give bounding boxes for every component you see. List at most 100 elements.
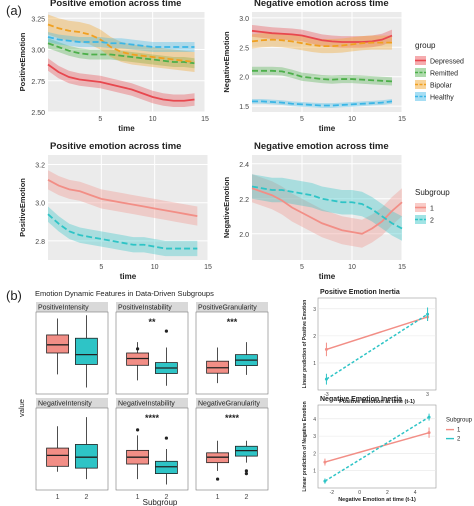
y-axis-label: NegativeEmotion [222,31,231,93]
y-tick-label: 1 [313,361,316,367]
chart-title: Negative Emotion Inertia [320,396,402,403]
facet-panel [195,311,269,395]
y-axis-label: PositiveEmotion [18,32,27,91]
x-tick-label: 10 [348,264,356,271]
box-1 [46,334,69,354]
box-outlier [164,329,168,333]
series-line-Bipolar [251,38,392,48]
y-axis-label: value [17,399,26,417]
series-line-2 [326,313,428,380]
confidence-band-Depressed [48,58,195,107]
data-point [323,479,327,483]
plot-background [48,155,208,260]
chart-title: Positive emotion across time [50,0,181,9]
y-tick-label: 2.75 [31,79,45,86]
box-1 [126,352,149,366]
legend-title: group [415,41,436,50]
legend-label: 2 [430,218,434,225]
legend: Subgroup 1 2 [415,188,450,225]
box-outlier [216,477,220,481]
x-tick-label: 2 [244,494,248,501]
y-tick-label: 3 [313,307,316,313]
confidence-band-Bipolar [252,32,392,54]
y-axis-label: PositiveEmotion [18,178,27,237]
box-1 [46,447,69,467]
x-tick-label: 2 [386,490,389,496]
box-2 [154,460,178,474]
facet-label: PositiveInstability [118,305,172,312]
series-line-Healthy [47,36,195,48]
y-tick-label: 2.8 [35,239,45,246]
box-2 [75,444,98,469]
chart-title: Emotion Dynamic Features in Data-Driven … [35,289,214,298]
chart-title: Positive emotion across time [50,141,181,152]
facet-label: NegativeIntensity [38,401,92,408]
series-line-1 [251,187,403,235]
series-line-2 [47,213,198,250]
x-tick-label: 5 [300,264,304,271]
facet-strip [36,398,108,408]
plot-background [252,155,402,260]
facet-NegativeIntensity: NegativeIntensity 1 2 [35,398,109,501]
x-tick-label: 2 [84,494,88,501]
x-tick-label: 1 [136,494,140,501]
x-tick-label: 3 [426,392,429,398]
panel-b-label: (b) [6,288,22,303]
x-axis-label: time [120,272,137,281]
significance-marker: **** [225,413,240,423]
y-tick-label: 3 [313,434,316,440]
legend-label: Depressed [430,59,464,66]
y-tick-label: 4 [313,417,316,423]
x-axis-label: Positive Emotion at time (t-1) [339,399,415,405]
y-tick-label: 2 [313,451,316,457]
confidence-band-1 [48,170,198,226]
plot-frame [317,404,437,489]
chart-b_inertia_pos: 1 2 3 -3 3 Positive Emotion Inertia Positive E… [302,289,437,405]
y-tick-label: 3.25 [31,16,45,23]
series-line-Depressed [47,63,195,102]
x-tick-label: 15 [398,116,406,123]
x-tick-label: 10 [348,116,356,123]
series-line-Healthy [252,100,393,107]
facet-PositiveGranularity: PositiveGranularity***12 [195,302,269,405]
y-tick-label: 3.0 [239,16,249,23]
legend-label: Remitted [430,71,458,78]
y-tick-label: 2.2 [239,197,249,204]
series-line-Remitted [47,42,195,65]
facet-PositiveInstability: PositiveInstability**12 [115,302,189,405]
plot-background [252,12,402,112]
y-axis-label: Linear prediction of Negative Emotion [302,401,308,491]
data-point [324,347,328,351]
chart-title: Negative emotion across time [254,0,389,9]
facet-label: PositiveIntensity [38,305,89,312]
series-line-1 [47,179,198,217]
series-line-Remitted [252,69,393,83]
plot-background [48,12,205,112]
data-point [427,415,431,419]
chart-title: Positive Emotion Inertia [320,289,400,296]
x-tick-label: 0 [358,490,361,496]
chart-a1: 2.50 2.75 3.00 3.25 5 10 15 Positive emotion ac… [18,0,209,133]
series-line-1 [326,316,428,351]
legend-label: 2 [457,437,461,443]
x-axis-label: Subgroup [143,498,178,506]
box-2 [75,337,98,365]
x-tick-label: 5 [99,264,103,271]
y-tick-label: 2 [313,334,316,340]
box-outlier [244,472,248,476]
chart-boxplots: Emotion Dynamic Features in Data-Driven … [17,289,269,506]
y-tick-label: 3.00 [31,48,45,55]
facet-label: NegativeGranularity [198,401,260,408]
x-tick-label: 15 [204,264,212,271]
legend: group Depressed Remitted Bipolar Healthy [415,41,464,102]
confidence-band-1 [252,174,402,248]
x-axis-label: time [118,124,135,133]
facet-panel [115,407,189,491]
legend-label: Bipolar [430,83,452,90]
x-tick-label: 15 [201,116,209,123]
chart-title: Negative emotion across time [254,141,389,152]
facet-strip [196,398,268,408]
facet-PositiveIntensity: PositiveIntensity12 [35,302,109,405]
y-tick-label: 2.5 [239,45,249,52]
confidence-band-2 [48,206,198,257]
